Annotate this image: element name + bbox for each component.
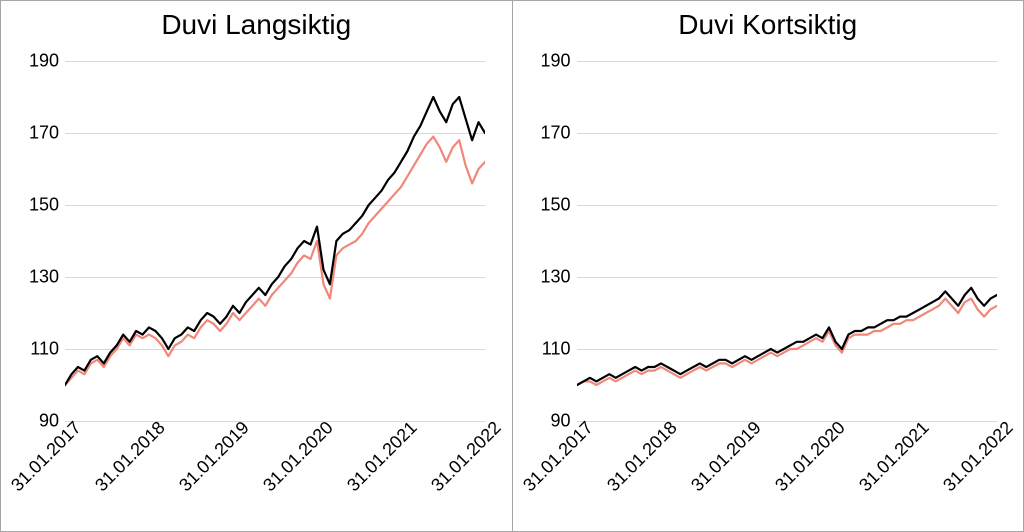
x-tick-label: 31.01.2021 <box>855 417 934 496</box>
y-tick-label: 170 <box>29 123 59 144</box>
x-tick-label: 31.01.2022 <box>939 417 1018 496</box>
x-tick-label: 31.01.2021 <box>343 417 422 496</box>
panel-langsiktig: Duvi Langsiktig 9011013015017019031.01.2… <box>0 0 513 532</box>
y-tick-label: 130 <box>29 267 59 288</box>
y-tick-label: 150 <box>29 195 59 216</box>
x-tick-label: 31.01.2018 <box>603 417 682 496</box>
x-tick-label: 31.01.2019 <box>687 417 766 496</box>
panel-kortsiktig: Duvi Kortsiktig 9011013015017019031.01.2… <box>513 0 1024 532</box>
gridline <box>65 421 485 422</box>
x-tick-label: 31.01.2018 <box>91 417 170 496</box>
series-svg <box>577 61 997 421</box>
chart-panels: Duvi Langsiktig 9011013015017019031.01.2… <box>0 0 1024 532</box>
series-pink <box>65 137 485 385</box>
y-tick-label: 110 <box>30 339 59 360</box>
panel-b-plot: 9011013015017019031.01.201731.01.201831.… <box>577 61 997 421</box>
panel-b-title: Duvi Kortsiktig <box>513 9 1024 41</box>
x-tick-label: 31.01.2020 <box>771 417 850 496</box>
series-black <box>577 288 997 385</box>
y-tick-label: 190 <box>29 51 59 72</box>
y-tick-label: 90 <box>39 411 59 432</box>
x-tick-label: 31.01.2020 <box>259 417 338 496</box>
panel-a-title: Duvi Langsiktig <box>1 9 512 41</box>
panel-a-plot: 9011013015017019031.01.201731.01.201831.… <box>65 61 485 421</box>
y-tick-label: 90 <box>550 411 570 432</box>
gridline <box>577 421 997 422</box>
x-tick-label: 31.01.2019 <box>175 417 254 496</box>
y-tick-label: 150 <box>540 195 570 216</box>
x-tick-label: 31.01.2022 <box>427 417 506 496</box>
y-tick-label: 190 <box>540 51 570 72</box>
y-tick-label: 110 <box>542 339 571 360</box>
y-tick-label: 170 <box>540 123 570 144</box>
series-pink <box>577 299 997 385</box>
series-svg <box>65 61 485 421</box>
series-black <box>65 97 485 385</box>
y-tick-label: 130 <box>540 267 570 288</box>
